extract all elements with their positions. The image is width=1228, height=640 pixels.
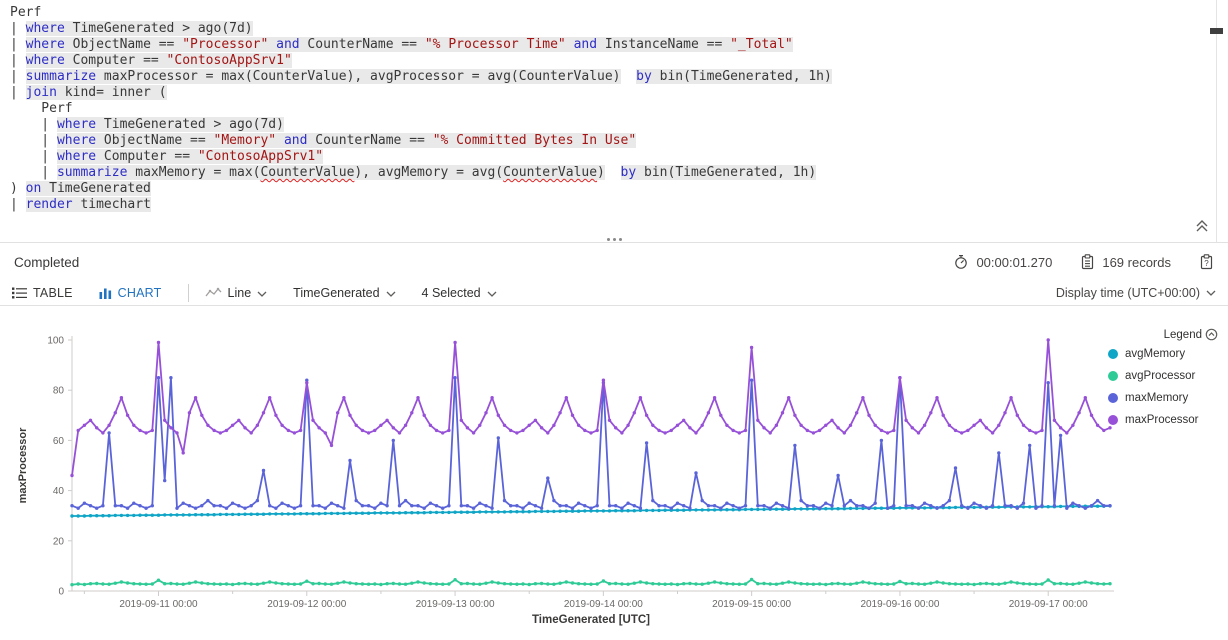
timechart-svg[interactable]: 0 20 40 60 80 100 2019-09-11 00:00 2019-09-12 0… bbox=[0, 306, 1228, 640]
chevron-down-icon bbox=[386, 291, 396, 297]
code-line[interactable]: | render timechart bbox=[10, 197, 151, 212]
x-axis-dropdown[interactable]: TimeGenerated bbox=[293, 285, 396, 300]
timechart-panel: 0 20 40 60 80 100 2019-09-11 00:00 2019-09-12 0… bbox=[0, 306, 1228, 640]
chevron-down-icon bbox=[1206, 290, 1216, 296]
code-line[interactable]: Perf bbox=[10, 101, 73, 116]
svg-text:2019-09-14 00:00: 2019-09-14 00:00 bbox=[564, 599, 643, 610]
svg-text:60: 60 bbox=[53, 436, 65, 447]
svg-text:2019-09-16 00:00: 2019-09-16 00:00 bbox=[860, 599, 939, 610]
svg-text:2019-09-17 00:00: 2019-09-17 00:00 bbox=[1009, 599, 1088, 610]
svg-text:?: ? bbox=[1204, 259, 1209, 268]
svg-text:2019-09-12 00:00: 2019-09-12 00:00 bbox=[267, 599, 346, 610]
stopwatch-icon bbox=[955, 255, 968, 269]
double-chevron-up-icon bbox=[1196, 220, 1208, 232]
legend-header[interactable]: Legend bbox=[1108, 328, 1218, 341]
x-axis-value: TimeGenerated bbox=[293, 285, 380, 300]
legend-options-icon bbox=[1205, 328, 1218, 341]
chart-legend: Legend avgMemory avgProcessor maxMemory max… bbox=[1108, 328, 1218, 436]
copy-query-results-icon[interactable]: ? bbox=[1199, 254, 1214, 270]
collapse-editor-button[interactable] bbox=[1194, 219, 1212, 237]
chart-legend-items: avgMemory avgProcessor maxMemory maxProcess… bbox=[1108, 348, 1218, 426]
code-line[interactable]: ) on TimeGenerated bbox=[10, 181, 151, 196]
chart-type-value: Line bbox=[227, 285, 252, 300]
legend-item-avgMemory[interactable]: avgMemory bbox=[1108, 348, 1218, 360]
query-status-bar: Completed 00:00:01.270 169 records ? bbox=[0, 244, 1228, 280]
code-line[interactable]: | join kind= inner ( bbox=[10, 85, 167, 100]
svg-text:2019-09-15 00:00: 2019-09-15 00:00 bbox=[712, 599, 791, 610]
display-time-value: Display time (UTC+00:00) bbox=[1055, 285, 1200, 300]
tab-table-label: TABLE bbox=[33, 285, 73, 300]
code-line[interactable]: Perf bbox=[10, 5, 42, 20]
svg-text:2019-09-13 00:00: 2019-09-13 00:00 bbox=[416, 599, 495, 610]
display-time-dropdown[interactable]: Display time (UTC+00:00) bbox=[1056, 286, 1216, 300]
table-list-icon bbox=[12, 287, 27, 298]
results-toolbar: TABLE CHART Line TimeGenerated 4 Selecte… bbox=[0, 280, 1228, 306]
code-line[interactable]: | summarize maxMemory = max(CounterValue… bbox=[10, 165, 817, 180]
code-line[interactable]: | where TimeGenerated > ago(7d) bbox=[10, 21, 253, 36]
record-count: 169 records bbox=[1102, 254, 1171, 270]
tab-chart-label: CHART bbox=[117, 285, 162, 300]
svg-text:0: 0 bbox=[58, 587, 64, 598]
legend-item-maxMemory[interactable]: maxMemory bbox=[1108, 392, 1218, 404]
code-line[interactable]: | where ObjectName == "Memory" and Count… bbox=[10, 133, 637, 148]
chevron-down-icon bbox=[487, 291, 497, 297]
legend-label: maxMemory bbox=[1125, 392, 1189, 404]
tab-table[interactable]: TABLE bbox=[12, 286, 73, 300]
tab-chart[interactable]: CHART bbox=[99, 286, 162, 300]
bar-chart-icon bbox=[99, 288, 111, 299]
legend-dot bbox=[1108, 393, 1118, 403]
code-line[interactable]: | where TimeGenerated > ago(7d) bbox=[10, 117, 284, 132]
code-line[interactable]: | where Computer == "ContosoAppSrv1" bbox=[10, 149, 324, 164]
chart-type-dropdown[interactable]: Line bbox=[205, 286, 268, 300]
svg-text:80: 80 bbox=[53, 386, 65, 397]
svg-text:20: 20 bbox=[53, 536, 65, 547]
editor-scrollbar-track[interactable] bbox=[1216, 0, 1217, 242]
svg-text:100: 100 bbox=[47, 336, 64, 347]
svg-text:maxProcessor: maxProcessor bbox=[17, 427, 29, 504]
legend-item-maxProcessor[interactable]: maxProcessor bbox=[1108, 414, 1218, 426]
svg-text:TimeGenerated [UTC]: TimeGenerated [UTC] bbox=[532, 614, 650, 626]
chevron-down-icon bbox=[257, 291, 267, 297]
columns-dropdown[interactable]: 4 Selected bbox=[422, 286, 497, 300]
svg-text:40: 40 bbox=[53, 486, 65, 497]
records-icon bbox=[1082, 254, 1094, 270]
legend-label: maxProcessor bbox=[1125, 414, 1199, 426]
legend-label: avgMemory bbox=[1125, 348, 1186, 360]
columns-value: 4 Selected bbox=[421, 285, 481, 300]
legend-dot bbox=[1108, 371, 1118, 381]
legend-label: avgProcessor bbox=[1125, 370, 1196, 382]
legend-title: Legend bbox=[1163, 328, 1202, 341]
editor-scrollbar-thumb[interactable] bbox=[1210, 28, 1223, 34]
legend-item-avgProcessor[interactable]: avgProcessor bbox=[1108, 370, 1218, 382]
query-duration: 00:00:01.270 bbox=[976, 254, 1053, 270]
svg-text:2019-09-11 00:00: 2019-09-11 00:00 bbox=[119, 599, 198, 610]
code-line[interactable]: | where Computer == "ContosoAppSrv1" bbox=[10, 53, 292, 68]
legend-dot bbox=[1108, 349, 1118, 359]
legend-dot bbox=[1108, 415, 1118, 425]
query-status: Completed bbox=[14, 254, 80, 270]
query-code[interactable]: Perf | where TimeGenerated > ago(7d) | whe… bbox=[10, 5, 832, 213]
query-editor-panel[interactable]: Perf | where TimeGenerated > ago(7d) | whe… bbox=[0, 0, 1228, 243]
line-chart-icon bbox=[205, 287, 221, 296]
toolbar-divider bbox=[187, 283, 189, 302]
code-line[interactable]: | where ObjectName == "Processor" and Co… bbox=[10, 37, 793, 52]
panel-resize-handle[interactable] bbox=[598, 231, 630, 243]
code-line[interactable]: | summarize maxProcessor = max(CounterVa… bbox=[10, 69, 832, 84]
